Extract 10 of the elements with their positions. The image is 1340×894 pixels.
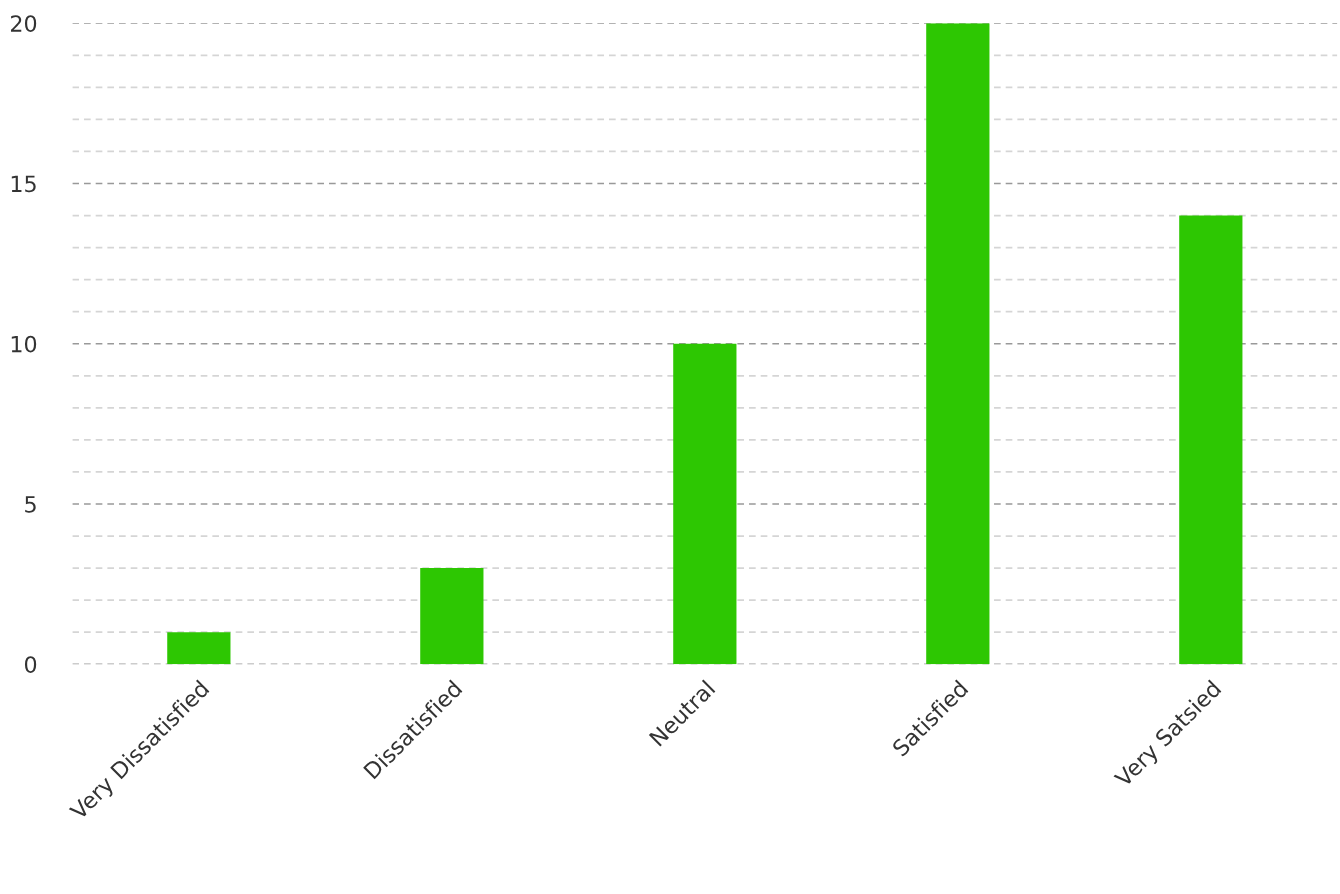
y-tick-label: 0 xyxy=(24,656,37,673)
bar xyxy=(420,568,484,665)
bar xyxy=(1179,215,1243,665)
bar xyxy=(167,632,231,665)
y-tick-label: 5 xyxy=(25,496,36,513)
bar xyxy=(926,23,990,665)
y-tick-label: 20 xyxy=(10,15,37,32)
y-tick-label: 15 xyxy=(11,175,36,193)
bar xyxy=(673,343,737,665)
y-tick-label: 10 xyxy=(11,335,37,353)
